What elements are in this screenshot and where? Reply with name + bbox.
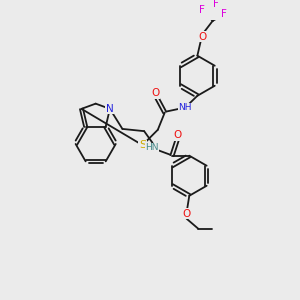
Text: F: F <box>213 0 219 9</box>
Text: O: O <box>152 88 160 98</box>
Text: O: O <box>198 32 206 42</box>
Text: F: F <box>221 9 227 19</box>
Text: F: F <box>199 5 205 15</box>
Text: NH: NH <box>178 103 192 112</box>
Text: S: S <box>139 140 146 150</box>
Text: N: N <box>106 104 114 114</box>
Text: O: O <box>173 130 182 140</box>
Text: HN: HN <box>145 143 159 152</box>
Text: O: O <box>182 209 190 219</box>
